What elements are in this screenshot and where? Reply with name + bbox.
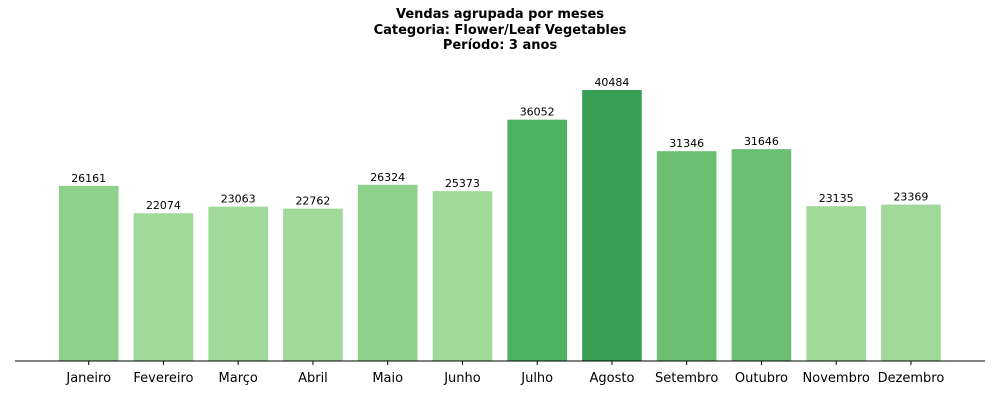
bar-julho bbox=[507, 119, 567, 361]
x-tick-label-janeiro: Janeiro bbox=[65, 371, 111, 386]
chart-title-line-2: Categoria: Flower/Leaf Vegetables bbox=[373, 22, 627, 38]
bar-value-label: 26324 bbox=[370, 171, 405, 184]
x-tick-labels-group: Janeiro Fevereiro Março Abril Maio Junho Julho… bbox=[65, 371, 944, 386]
x-tick-label-julho: Julho bbox=[520, 371, 553, 386]
x-tick-label-junho: Junho bbox=[443, 371, 481, 386]
bar-agosto bbox=[582, 90, 642, 361]
x-ticks-group bbox=[88, 361, 912, 365]
bar-abril bbox=[283, 208, 343, 361]
bar-dezembro bbox=[881, 204, 941, 361]
bar-value-label: 22074 bbox=[146, 199, 181, 212]
x-tick-label-abril: Abril bbox=[298, 371, 328, 386]
bar-fevereiro bbox=[133, 213, 194, 361]
bar-junho bbox=[432, 191, 493, 361]
bar-value-label: 26161 bbox=[71, 172, 106, 185]
chart-title-line-1: Vendas agrupada por meses bbox=[395, 7, 605, 22]
x-tick-label-dezembro: Dezembro bbox=[878, 371, 945, 386]
chart-title-line-3: Período: 3 anos bbox=[442, 38, 558, 53]
x-tick-label-março: Março bbox=[219, 371, 258, 386]
bar-value-label: 36052 bbox=[520, 106, 555, 119]
x-tick-label-outubro: Outubro bbox=[735, 371, 788, 386]
bar-value-label: 23135 bbox=[819, 192, 854, 205]
bar-value-label: 31646 bbox=[744, 135, 779, 148]
bar-value-label: 31346 bbox=[669, 137, 704, 150]
bar-setembro bbox=[656, 151, 717, 361]
bar-value-label: 22762 bbox=[295, 195, 330, 208]
x-tick-label-agosto: Agosto bbox=[589, 371, 634, 386]
bar-novembro bbox=[806, 206, 866, 361]
bar-value-label: 40484 bbox=[594, 76, 629, 89]
chart-title: Vendas agrupada por meses Categoria: Flo… bbox=[0, 7, 1000, 54]
bar-value-label: 25373 bbox=[445, 177, 480, 190]
bar-maio bbox=[357, 184, 418, 361]
x-tick-label-maio: Maio bbox=[372, 371, 403, 386]
x-tick-label-novembro: Novembro bbox=[803, 371, 870, 386]
x-tick-label-fevereiro: Fevereiro bbox=[133, 371, 193, 386]
bars-group bbox=[58, 90, 941, 361]
bar-value-label: 23063 bbox=[221, 193, 256, 206]
value-labels-group: 26161 22074 23063 22762 26324 25373 36052 40484… bbox=[71, 76, 928, 212]
bar-value-label: 23369 bbox=[893, 191, 928, 204]
bar-janeiro bbox=[58, 185, 119, 361]
x-tick-label-setembro: Setembro bbox=[655, 371, 718, 386]
bar-março bbox=[208, 206, 268, 361]
bar-outubro bbox=[731, 149, 792, 361]
